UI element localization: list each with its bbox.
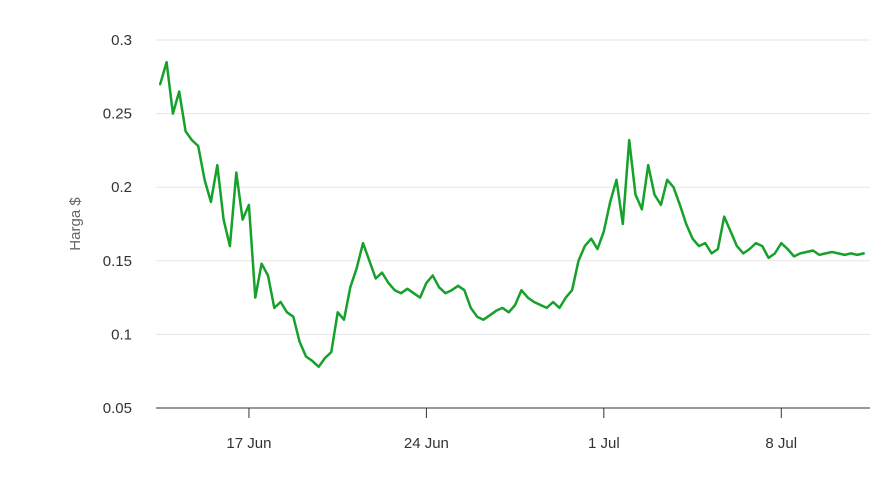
y-tick-label: 0.25 [103, 106, 132, 123]
x-tick-label: 17 Jun [226, 435, 271, 452]
x-tick-label: 1 Jul [588, 435, 620, 452]
y-tick-label: 0.15 [103, 253, 132, 270]
y-tick-label: 0.2 [111, 179, 132, 196]
x-tick-label: 8 Jul [765, 435, 797, 452]
y-tick-label: 0.05 [103, 400, 132, 417]
x-tick-label: 24 Jun [404, 435, 449, 452]
y-tick-label: 0.1 [111, 326, 132, 343]
y-axis-label: Harga $ [67, 197, 84, 251]
price-series-line [158, 60, 865, 369]
series-layer [158, 60, 865, 369]
gridlines [156, 39, 870, 335]
y-tick-label: 0.3 [111, 32, 132, 49]
y-axis-ticks: 0.05 0.1 0.15 0.2 0.25 0.3 [103, 32, 132, 417]
x-axis-ticks: 17 Jun 24 Jun 1 Jul 8 Jul [226, 408, 797, 452]
